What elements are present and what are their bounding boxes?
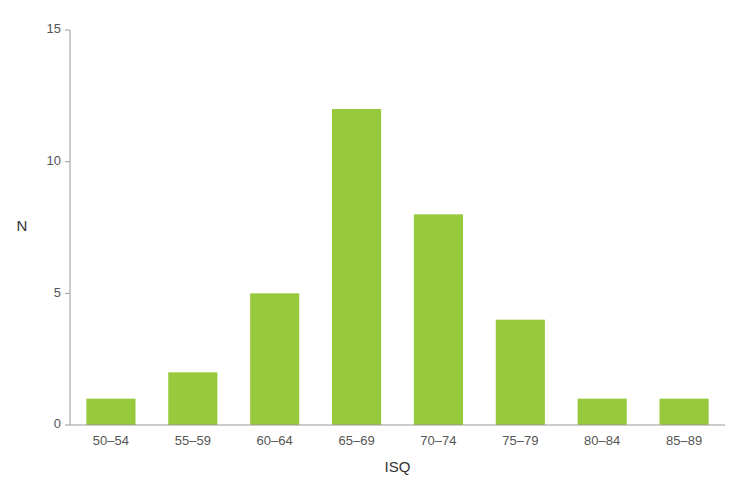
- x-tick-label: 60–64: [257, 433, 293, 448]
- y-tick: [65, 30, 70, 31]
- y-axis: 0 5 10 15: [47, 21, 70, 431]
- x-tick-label: 50–54: [93, 433, 129, 448]
- y-tick-label: 15: [47, 21, 61, 36]
- y-tick: [65, 161, 70, 162]
- y-axis-line: [70, 30, 71, 425]
- y-tick: [65, 293, 70, 294]
- x-tick-label: 85–89: [666, 433, 702, 448]
- x-tick-label: 65–69: [338, 433, 374, 448]
- y-tick-label: 0: [54, 416, 61, 431]
- bar: [414, 214, 463, 425]
- x-tick-label: 55–59: [175, 433, 211, 448]
- bar: [332, 109, 381, 425]
- y-tick-label: 10: [47, 153, 61, 168]
- x-tick-label: 70–74: [420, 433, 456, 448]
- y-tick: [65, 425, 70, 426]
- plot-area: 0 5 10 15 50–54 55–59 60–64 65–69 70–74 75–79 80–8…: [47, 21, 725, 448]
- bar: [86, 399, 135, 425]
- bar: [168, 372, 217, 425]
- x-axis-label: ISQ: [385, 458, 411, 475]
- chart-container: 0 5 10 15 50–54 55–59 60–64 65–69 70–74 75–79 80–8…: [0, 0, 750, 490]
- bar: [660, 399, 709, 425]
- bars: [86, 109, 708, 425]
- chart: 0 5 10 15 50–54 55–59 60–64 65–69 70–74 75–79 80–8…: [0, 0, 750, 490]
- y-tick-label: 5: [54, 285, 61, 300]
- x-tick-label: 75–79: [502, 433, 538, 448]
- x-axis: 50–54 55–59 60–64 65–69 70–74 75–79 80–84 85–89: [70, 425, 725, 448]
- x-tick-label: 80–84: [584, 433, 620, 448]
- bar: [578, 399, 627, 425]
- bar: [496, 320, 545, 425]
- bar: [250, 293, 299, 425]
- x-axis-line: [70, 425, 725, 426]
- y-axis-label: N: [17, 217, 28, 234]
